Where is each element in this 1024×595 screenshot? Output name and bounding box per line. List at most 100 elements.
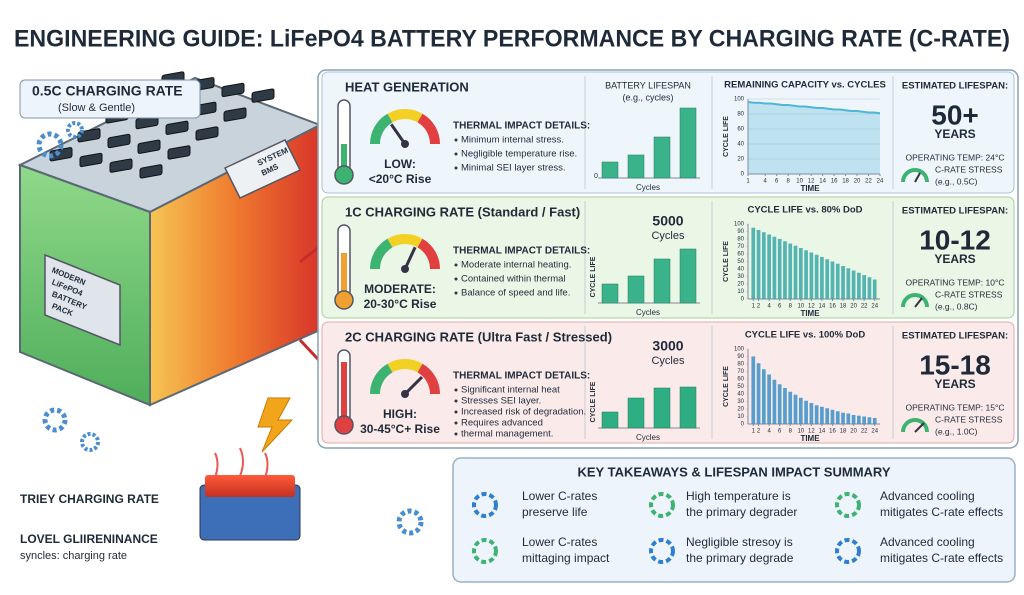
- details-title: THERMAL IMPACT DETAILS:: [453, 121, 590, 132]
- y-tick-label: 80: [737, 112, 744, 118]
- y-tick-label: 40: [737, 267, 744, 273]
- lifespan-title: Cycles: [651, 355, 685, 367]
- lifespan-title: Cycles: [651, 230, 685, 242]
- lifespan-tick: 0: [594, 173, 598, 180]
- stress-gauge: [901, 168, 929, 183]
- heat-label: <20°C Rise: [369, 172, 432, 186]
- y-tick-label: 70: [737, 244, 744, 250]
- bullet: [454, 388, 458, 392]
- takeaway-icon: [649, 492, 675, 518]
- gauge-arc: [387, 359, 423, 373]
- x-tick-label: 4: [767, 429, 771, 435]
- cycle-bar: [835, 263, 840, 299]
- lifespan-value: 50+: [931, 99, 979, 130]
- bottom-label: syncles: charging rate: [20, 550, 127, 562]
- cycle-bar: [846, 268, 851, 299]
- y-tick-label: 40: [737, 142, 744, 148]
- gauge-needle: [390, 123, 407, 145]
- bullet: [454, 277, 458, 281]
- thermometer-level: [341, 253, 347, 299]
- x-tick-label: 6: [778, 304, 782, 310]
- x-tick-label: 1: [746, 179, 750, 185]
- cycle-bar: [857, 272, 861, 299]
- takeaway-text: Lower C-rates: [522, 489, 597, 503]
- y-tick-label: 0: [741, 422, 745, 428]
- x-tick-label: 16: [829, 304, 836, 310]
- row-heading: 1C CHARGING RATE (Standard / Fast): [345, 204, 580, 219]
- cycle-bar: [761, 369, 766, 424]
- cycle-area: [748, 102, 880, 174]
- battery-cell: [167, 145, 191, 160]
- gauge-hub: [401, 140, 409, 148]
- operating-temp: OPERATING TEMP: 24°C: [906, 152, 1005, 162]
- gauge-arc: [417, 113, 440, 145]
- y-tick-label: 60: [737, 127, 744, 133]
- battery-cell: [109, 158, 133, 173]
- y-tick-label: 30: [737, 274, 744, 280]
- detail-item: thermal management.: [461, 429, 553, 440]
- x-tick-label: 22: [865, 179, 872, 185]
- x-tick-label: 2: [757, 304, 761, 310]
- x-tick-label: 20: [850, 429, 857, 435]
- lifespan-bar: [653, 258, 671, 304]
- bottom-label: LOVEL GLIIRENINANCE: [20, 532, 158, 546]
- bullet: [454, 432, 458, 436]
- cycle-bar: [825, 408, 830, 424]
- gauge-arc: [370, 363, 393, 395]
- detail-item: Stresses SEI layer.: [461, 396, 541, 407]
- x-tick-label: 12: [808, 179, 815, 185]
- cycle-bar: [841, 266, 845, 299]
- lifespan-bar: [679, 248, 697, 304]
- lifespan-label: ESTIMATED LIFESPAN:: [902, 331, 1008, 342]
- stress-label: C-RATE STRESS: [935, 289, 1003, 299]
- gauge-needle: [403, 375, 424, 396]
- stress-needle: [914, 422, 925, 433]
- stress-example: (e.g., 1.0C): [935, 426, 978, 436]
- x-tick-label: 2: [757, 429, 761, 435]
- takeaway-text: the primary degrader: [686, 505, 797, 519]
- stress-needle: [914, 172, 921, 183]
- lifespan-x-label: Cycles: [636, 308, 660, 317]
- detail-item: Significant internal heat: [461, 385, 560, 396]
- lifespan-bar: [653, 136, 671, 179]
- cycle-bar: [830, 261, 835, 299]
- x-tick-label: 10: [796, 179, 803, 185]
- stress-example: (e.g., 0.8C): [935, 301, 978, 311]
- y-tick-label: 30: [737, 399, 744, 405]
- y-tick-label: 40: [737, 392, 744, 398]
- gauge-arc: [417, 363, 440, 395]
- rate-box: [19, 79, 201, 119]
- y-tick-label: 90: [737, 229, 744, 235]
- stress-gauge: [901, 418, 929, 433]
- cycle-bar: [804, 250, 808, 299]
- bullet: [454, 421, 458, 425]
- cycle-bar: [793, 394, 798, 424]
- y-tick-label: 0: [741, 172, 745, 178]
- x-tick-label: 8: [787, 179, 791, 185]
- cycle-bar: [804, 400, 808, 424]
- x-tick-label: 14: [819, 429, 826, 435]
- cycle-title: CYCLE LIFE vs. 80% DoD: [747, 205, 862, 216]
- gauge-needle: [403, 246, 417, 270]
- thermometer-level: [341, 144, 347, 174]
- takeaway-icon: [835, 538, 861, 564]
- row-panel: [321, 71, 1015, 194]
- y-tick-label: 50: [737, 259, 744, 265]
- takeaway-text: High temperature is: [686, 489, 791, 503]
- lifespan-bar: [601, 283, 619, 304]
- battery-cell: [223, 107, 247, 122]
- cycle-bar: [809, 252, 814, 299]
- cycle-bar: [777, 384, 782, 424]
- x-tick-label: 16: [831, 179, 838, 185]
- details-title: THERMAL IMPACT DETAILS:: [453, 371, 590, 382]
- y-tick-label: 100: [734, 222, 745, 228]
- x-tick-label: 16: [829, 429, 836, 435]
- detail-item: Requires advanced: [461, 418, 543, 429]
- thermometer-bulb: [334, 290, 354, 310]
- bottom-label: TRIEY CHARGING RATE: [20, 492, 159, 506]
- bullet: [454, 138, 458, 142]
- details-title: THERMAL IMPACT DETAILS:: [453, 246, 590, 257]
- bullet: [454, 399, 458, 403]
